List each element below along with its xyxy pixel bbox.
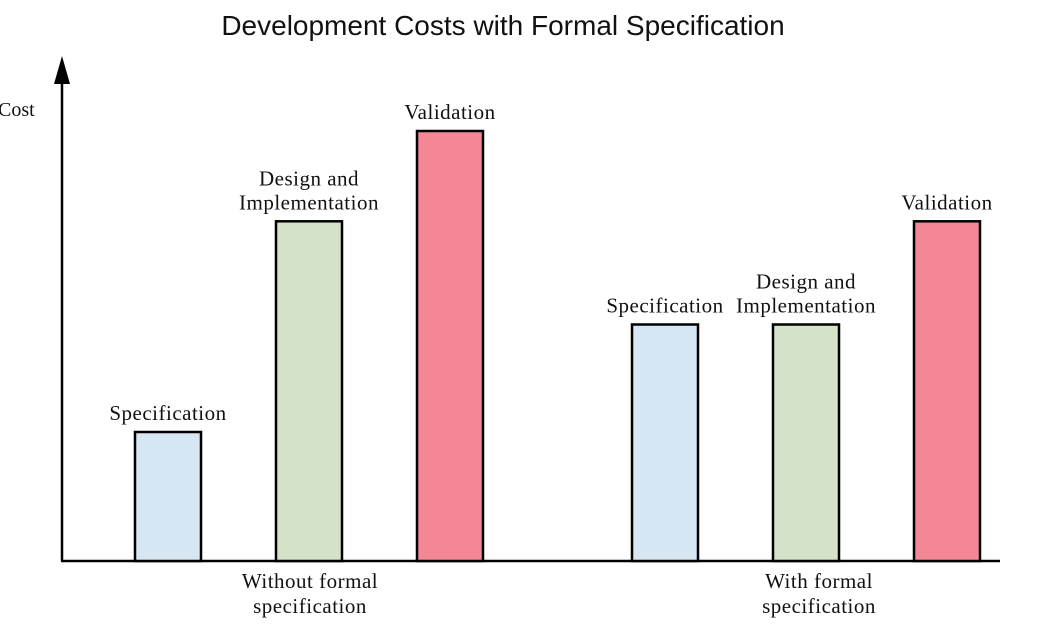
group-label-g1-line2: specification xyxy=(253,594,367,618)
bar-label-g1-b2-line1: Design and xyxy=(259,166,359,190)
bar-g1-b2 xyxy=(274,220,344,563)
bar-g2-b1 xyxy=(630,323,700,563)
axes xyxy=(54,56,1000,563)
bar-label-g2-b2-line1: Design and xyxy=(756,270,856,294)
bar-label-g1-b1-line1: Specification xyxy=(109,401,226,425)
bar-g1-b3 xyxy=(415,129,485,563)
bar-label-g1-b3-line1: Validation xyxy=(404,100,495,124)
group-label-g2-line2: specification xyxy=(762,594,876,618)
group-label-g1-line1: Without formal xyxy=(242,569,378,593)
y-axis-arrow xyxy=(54,56,70,84)
group-label-g2-line1: With formal xyxy=(765,569,873,593)
bar-label-g2-b3-line1: Validation xyxy=(901,190,992,214)
chart-title: Development Costs with Formal Specificat… xyxy=(221,10,784,41)
bar-label-g2-b1-line1: Specification xyxy=(606,294,723,318)
bar-g2-b3 xyxy=(912,220,982,563)
y-axis-label: Cost xyxy=(0,99,35,121)
bar-label-g1-b2-line2: Implementation xyxy=(239,190,379,214)
bar-g2-b2 xyxy=(771,323,841,563)
bar-g1-b1 xyxy=(133,430,203,563)
bar-label-g2-b2-line2: Implementation xyxy=(736,294,876,318)
